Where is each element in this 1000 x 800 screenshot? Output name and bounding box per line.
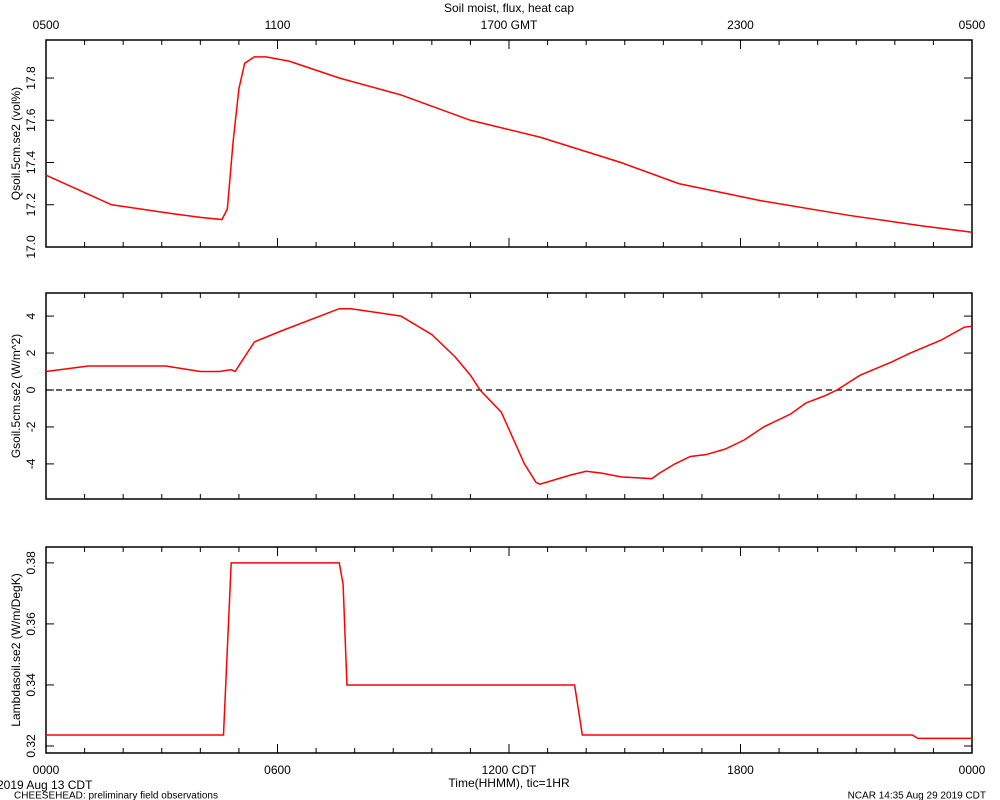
y-tick-label: 17.8	[24, 66, 38, 90]
x2-tick-label: 2300	[727, 18, 754, 32]
x-tick-label: 0600	[264, 763, 291, 777]
x2-tick-label: 0500	[959, 18, 986, 32]
footer-stamp: NCAR 14:35 Aug 29 2019 CDT	[848, 791, 986, 800]
y-tick-label: 17.4	[24, 151, 38, 175]
y-tick-label: 0.32	[24, 734, 38, 758]
x2-tick-label: 0500	[33, 18, 60, 32]
footer-date: 2019 Aug 13 CDT	[0, 778, 93, 792]
x-tick-label: 0000	[959, 763, 986, 777]
y-tick-label: 0.38	[24, 551, 38, 575]
x-tick-label: 1200 CDT	[482, 763, 537, 777]
y-tick-label: 0.34	[24, 673, 38, 697]
data-line	[46, 562, 972, 740]
y-tick-label: 17.2	[24, 193, 38, 217]
y-tick-label: 0	[24, 386, 38, 393]
y-tick-label: -4	[24, 458, 38, 469]
x2-tick-label: 1700 GMT	[481, 18, 538, 32]
y-axis-label: Lambdasoil.se2 (W/m/DegK)	[9, 573, 23, 726]
x-tick-label: 0000	[33, 763, 60, 777]
x-axis-label: Time(HHMM), tic=1HR	[448, 776, 570, 790]
plot-frame	[45, 292, 973, 500]
footer-project: CHEESEHEAD: preliminary field observatio…	[14, 791, 218, 800]
y-tick-label: 4	[24, 312, 38, 319]
y-tick-label: -2	[24, 421, 38, 432]
y-tick-label: 17.0	[24, 235, 38, 259]
x2-tick-label: 1100	[265, 18, 291, 32]
y-tick-label: 17.6	[24, 108, 38, 132]
y-axis-label: Gsoil.5cm.se2 (W/m^2)	[9, 334, 23, 458]
y-tick-label: 2	[24, 349, 38, 356]
y-tick-label: 0.36	[24, 612, 38, 636]
data-line	[45, 56, 973, 233]
data-line	[45, 307, 973, 486]
x-tick-label: 1800	[727, 763, 754, 777]
plot-frame	[45, 546, 973, 754]
chart-title: Soil moist, flux, heat cap	[444, 1, 574, 15]
y-axis-label: Qsoil.5cm.se2 (vol%)	[9, 87, 23, 200]
